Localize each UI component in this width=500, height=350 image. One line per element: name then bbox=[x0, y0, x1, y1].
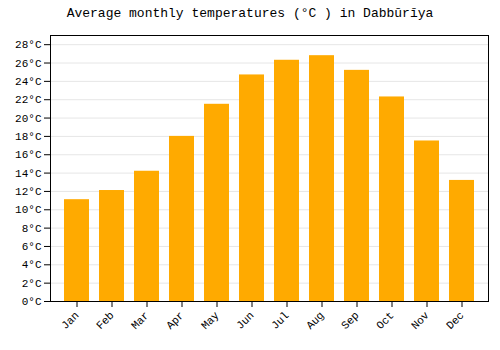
svg-text:Feb: Feb bbox=[94, 309, 116, 331]
svg-text:Apr: Apr bbox=[164, 309, 186, 331]
svg-text:20°C: 20°C bbox=[15, 113, 42, 125]
svg-text:22°C: 22°C bbox=[15, 94, 42, 106]
svg-text:8°C: 8°C bbox=[22, 223, 42, 235]
svg-text:28°C: 28°C bbox=[15, 39, 42, 51]
svg-text:0°C: 0°C bbox=[22, 296, 42, 308]
svg-text:26°C: 26°C bbox=[15, 58, 42, 70]
svg-text:Aug: Aug bbox=[304, 309, 326, 331]
svg-text:Sep: Sep bbox=[339, 309, 361, 331]
svg-text:Mar: Mar bbox=[129, 309, 151, 331]
svg-text:Nov: Nov bbox=[409, 309, 432, 332]
svg-text:Dec: Dec bbox=[444, 309, 466, 331]
svg-text:16°C: 16°C bbox=[15, 149, 42, 161]
svg-text:12°C: 12°C bbox=[15, 186, 42, 198]
svg-text:2°C: 2°C bbox=[22, 278, 42, 290]
svg-text:18°C: 18°C bbox=[15, 131, 42, 143]
svg-text:Jul: Jul bbox=[269, 309, 291, 331]
svg-text:Oct: Oct bbox=[374, 309, 396, 331]
svg-text:4°C: 4°C bbox=[22, 259, 42, 271]
svg-text:Jan: Jan bbox=[59, 309, 81, 331]
html-text:Average monthly temperatures (: Average monthly temperatures (°C ) in Da… bbox=[66, 6, 434, 21]
svg-text:6°C: 6°C bbox=[22, 241, 42, 253]
svg-text:Jun: Jun bbox=[234, 309, 256, 331]
svg-text:14°C: 14°C bbox=[15, 168, 42, 180]
svg-text:May: May bbox=[199, 309, 222, 332]
svg-text:24°C: 24°C bbox=[15, 76, 42, 88]
svg-text:10°C: 10°C bbox=[15, 204, 42, 216]
